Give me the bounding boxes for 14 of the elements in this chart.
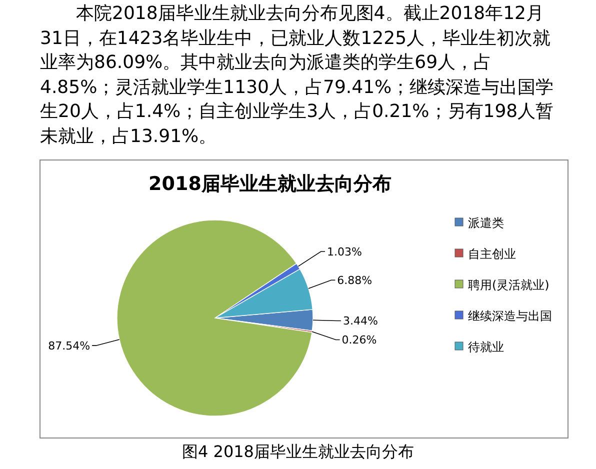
legend-label: 继续深造与出国 [468,309,552,323]
data-label: 1.03% [327,246,362,259]
chart-title: 2018届毕业生就业去向分布 [148,173,392,195]
data-label: 6.88% [337,274,372,288]
pie-slice [116,220,312,416]
caption: 图4 2018届毕业生就业去向分布 [181,442,415,463]
data-label: 0.26% [342,334,377,347]
legend-label: 自主创业 [468,247,516,261]
legend-label: 待就业 [468,340,504,354]
legend-label: 聘用(灵活就业) [468,278,550,292]
data-label: 3.44% [342,314,378,328]
data-label: 87.54% [48,340,90,353]
text: 本院2018届毕业生就业去向分布见图4。截止2018年12月31日，在1423名毕业生中，已就业人数1225人，毕业生初次就业率为86.09%。其中就业去向为派遣类的学生69人，占4.85%；灵活就业学生1130人，占79.41%；继续深造与出国学生20人，占1.4%；自主创业学生3人，占0.21%；另有198人暂未就业，占13.91%。 [40,2,555,148]
legend-label: 派遣类 [468,216,504,230]
